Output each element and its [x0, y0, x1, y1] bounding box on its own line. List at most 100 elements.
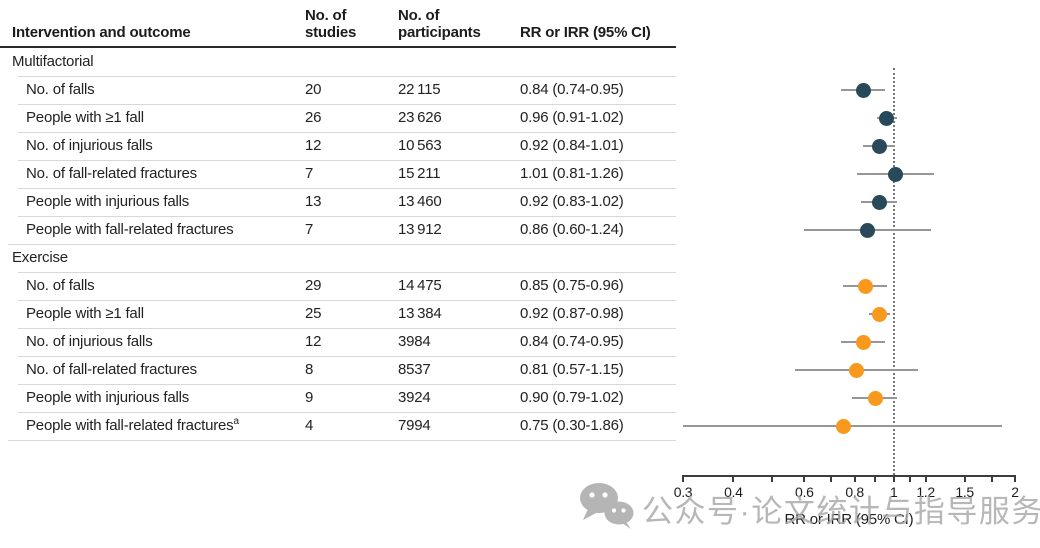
studies-value: 25 [305, 305, 322, 322]
outcome-label: People with ≥1 fall [26, 305, 144, 322]
x-tick [682, 475, 684, 482]
table-body: Multifactorial No. of falls 20 22 115 0.84 (… [0, 48, 676, 440]
table-row: People with injurious falls 9 3924 0.90 (0.… [0, 384, 676, 412]
outcome-label: People with injurious falls [26, 389, 190, 406]
x-tick-label: 0.6 [795, 484, 814, 500]
x-tick-label: 1 [889, 484, 898, 500]
table-row: People with fall-related fractures 7 13 91… [0, 216, 676, 244]
participants-value: 10 563 [398, 137, 442, 154]
outcome-label: People with fall-related fractures [26, 221, 234, 238]
studies-value: 12 [305, 333, 322, 350]
x-tick-label: 0.8 [845, 484, 864, 500]
participants-value: 8537 [398, 361, 431, 378]
wechat-icon [580, 483, 634, 529]
rr-ci-value: 0.86 (0.60-1.24) [520, 221, 624, 238]
table-header: Intervention and outcome No. of studies … [0, 0, 676, 48]
point-marker-multifactorial [887, 166, 903, 182]
x-tick [732, 475, 735, 482]
point-marker-exercise [867, 390, 883, 406]
x-tick [830, 475, 833, 482]
studies-value: 7 [305, 221, 314, 238]
col-header-participants: No. of participants [398, 7, 481, 41]
row-separator [18, 412, 676, 413]
rr-ci-value: 0.92 (0.84-1.01) [520, 137, 624, 154]
row-separator [18, 272, 676, 273]
x-tick-label: 0.3 [673, 484, 693, 500]
x-tick [909, 475, 912, 482]
row-separator [18, 160, 676, 161]
rr-ci-value: 0.75 (0.30-1.86) [520, 417, 624, 434]
rr-ci-value: 0.84 (0.74-0.95) [520, 81, 624, 98]
table-row: People with ≥1 fall 26 23 626 0.96 (0.91-1.… [0, 104, 676, 132]
rr-ci-value: 0.92 (0.87-0.98) [520, 305, 624, 322]
studies-value: 12 [305, 137, 322, 154]
table-row: No. of fall-related fractures 7 15 211 1.01… [0, 160, 676, 188]
col-header-intervention: Intervention and outcome [12, 24, 191, 41]
point-marker-multifactorial [879, 110, 895, 126]
studies-value: 20 [305, 81, 322, 98]
participants-value: 3984 [398, 333, 431, 350]
section-label: Exercise [12, 249, 68, 266]
table-row: No. of injurious falls 12 10 563 0.92 (0.84… [0, 132, 676, 160]
row-separator [18, 132, 676, 133]
x-tick [853, 475, 856, 482]
outcome-label: No. of fall-related fractures [26, 361, 197, 378]
point-marker-multifactorial [855, 82, 871, 98]
studies-value: 4 [305, 417, 314, 434]
studies-value: 26 [305, 109, 322, 126]
rr-ci-value: 0.84 (0.74-0.95) [520, 333, 624, 350]
participants-value: 13 460 [398, 193, 442, 210]
col-header-rr-ci: RR or IRR (95% CI) [520, 24, 651, 41]
section-label: Multifactorial [12, 53, 94, 70]
participants-value: 13 912 [398, 221, 442, 238]
x-tick-label: 1.2 [916, 484, 935, 500]
section-row: Exercise [0, 244, 676, 272]
participants-value: 7994 [398, 417, 431, 434]
participants-value: 13 384 [398, 305, 442, 322]
x-tick-label: 1.5 [955, 484, 974, 500]
x-tick [963, 475, 966, 482]
rr-ci-value: 0.96 (0.91-1.02) [520, 109, 624, 126]
point-marker-exercise [857, 278, 873, 294]
x-tick [771, 475, 774, 482]
outcome-label: No. of injurious falls [26, 137, 153, 154]
rr-ci-value: 0.85 (0.75-0.96) [520, 277, 624, 294]
studies-value: 9 [305, 389, 314, 406]
table-row: People with ≥1 fall 25 13 384 0.92 (0.87-0.… [0, 300, 676, 328]
footnote-marker: a [233, 416, 239, 427]
rr-ci-value: 1.01 (0.81-1.26) [520, 165, 624, 182]
table-bottom-rule [8, 440, 676, 441]
x-tick-label: 2 [1011, 484, 1019, 500]
row-separator [18, 384, 676, 385]
table-row: No. of fall-related fractures 8 8537 0.81 (… [0, 356, 676, 384]
row-separator [18, 356, 676, 357]
studies-value: 13 [305, 193, 322, 210]
point-marker-exercise [855, 334, 871, 350]
x-axis-label: RR or IRR (95% CI) [784, 511, 914, 528]
point-marker-multifactorial [859, 222, 875, 238]
row-separator [18, 216, 676, 217]
point-marker-exercise [849, 362, 865, 378]
section-row: Multifactorial [0, 48, 676, 76]
outcome-label: No. of injurious falls [26, 333, 153, 350]
x-tick [1014, 475, 1016, 482]
table-row: No. of falls 20 22 115 0.84 (0.74-0.95) [0, 76, 676, 104]
studies-value: 29 [305, 277, 322, 294]
rr-ci-value: 0.81 (0.57-1.15) [520, 361, 624, 378]
table-row: No. of falls 29 14 475 0.85 (0.75-0.96) [0, 272, 676, 300]
x-tick [803, 475, 806, 482]
studies-value: 8 [305, 361, 314, 378]
participants-value: 22 115 [398, 81, 441, 98]
outcome-label: No. of fall-related fractures [26, 165, 197, 182]
outcome-label: No. of falls [26, 81, 95, 98]
outcome-label: People with injurious falls [26, 193, 190, 210]
participants-value: 15 211 [398, 165, 441, 182]
participants-value: 23 626 [398, 109, 442, 126]
row-separator [18, 328, 676, 329]
rr-ci-value: 0.90 (0.79-1.02) [520, 389, 624, 406]
table-row: People with injurious falls 13 13 460 0.92 … [0, 188, 676, 216]
point-marker-multifactorial [871, 138, 887, 154]
participants-value: 3924 [398, 389, 431, 406]
studies-value: 7 [305, 165, 314, 182]
